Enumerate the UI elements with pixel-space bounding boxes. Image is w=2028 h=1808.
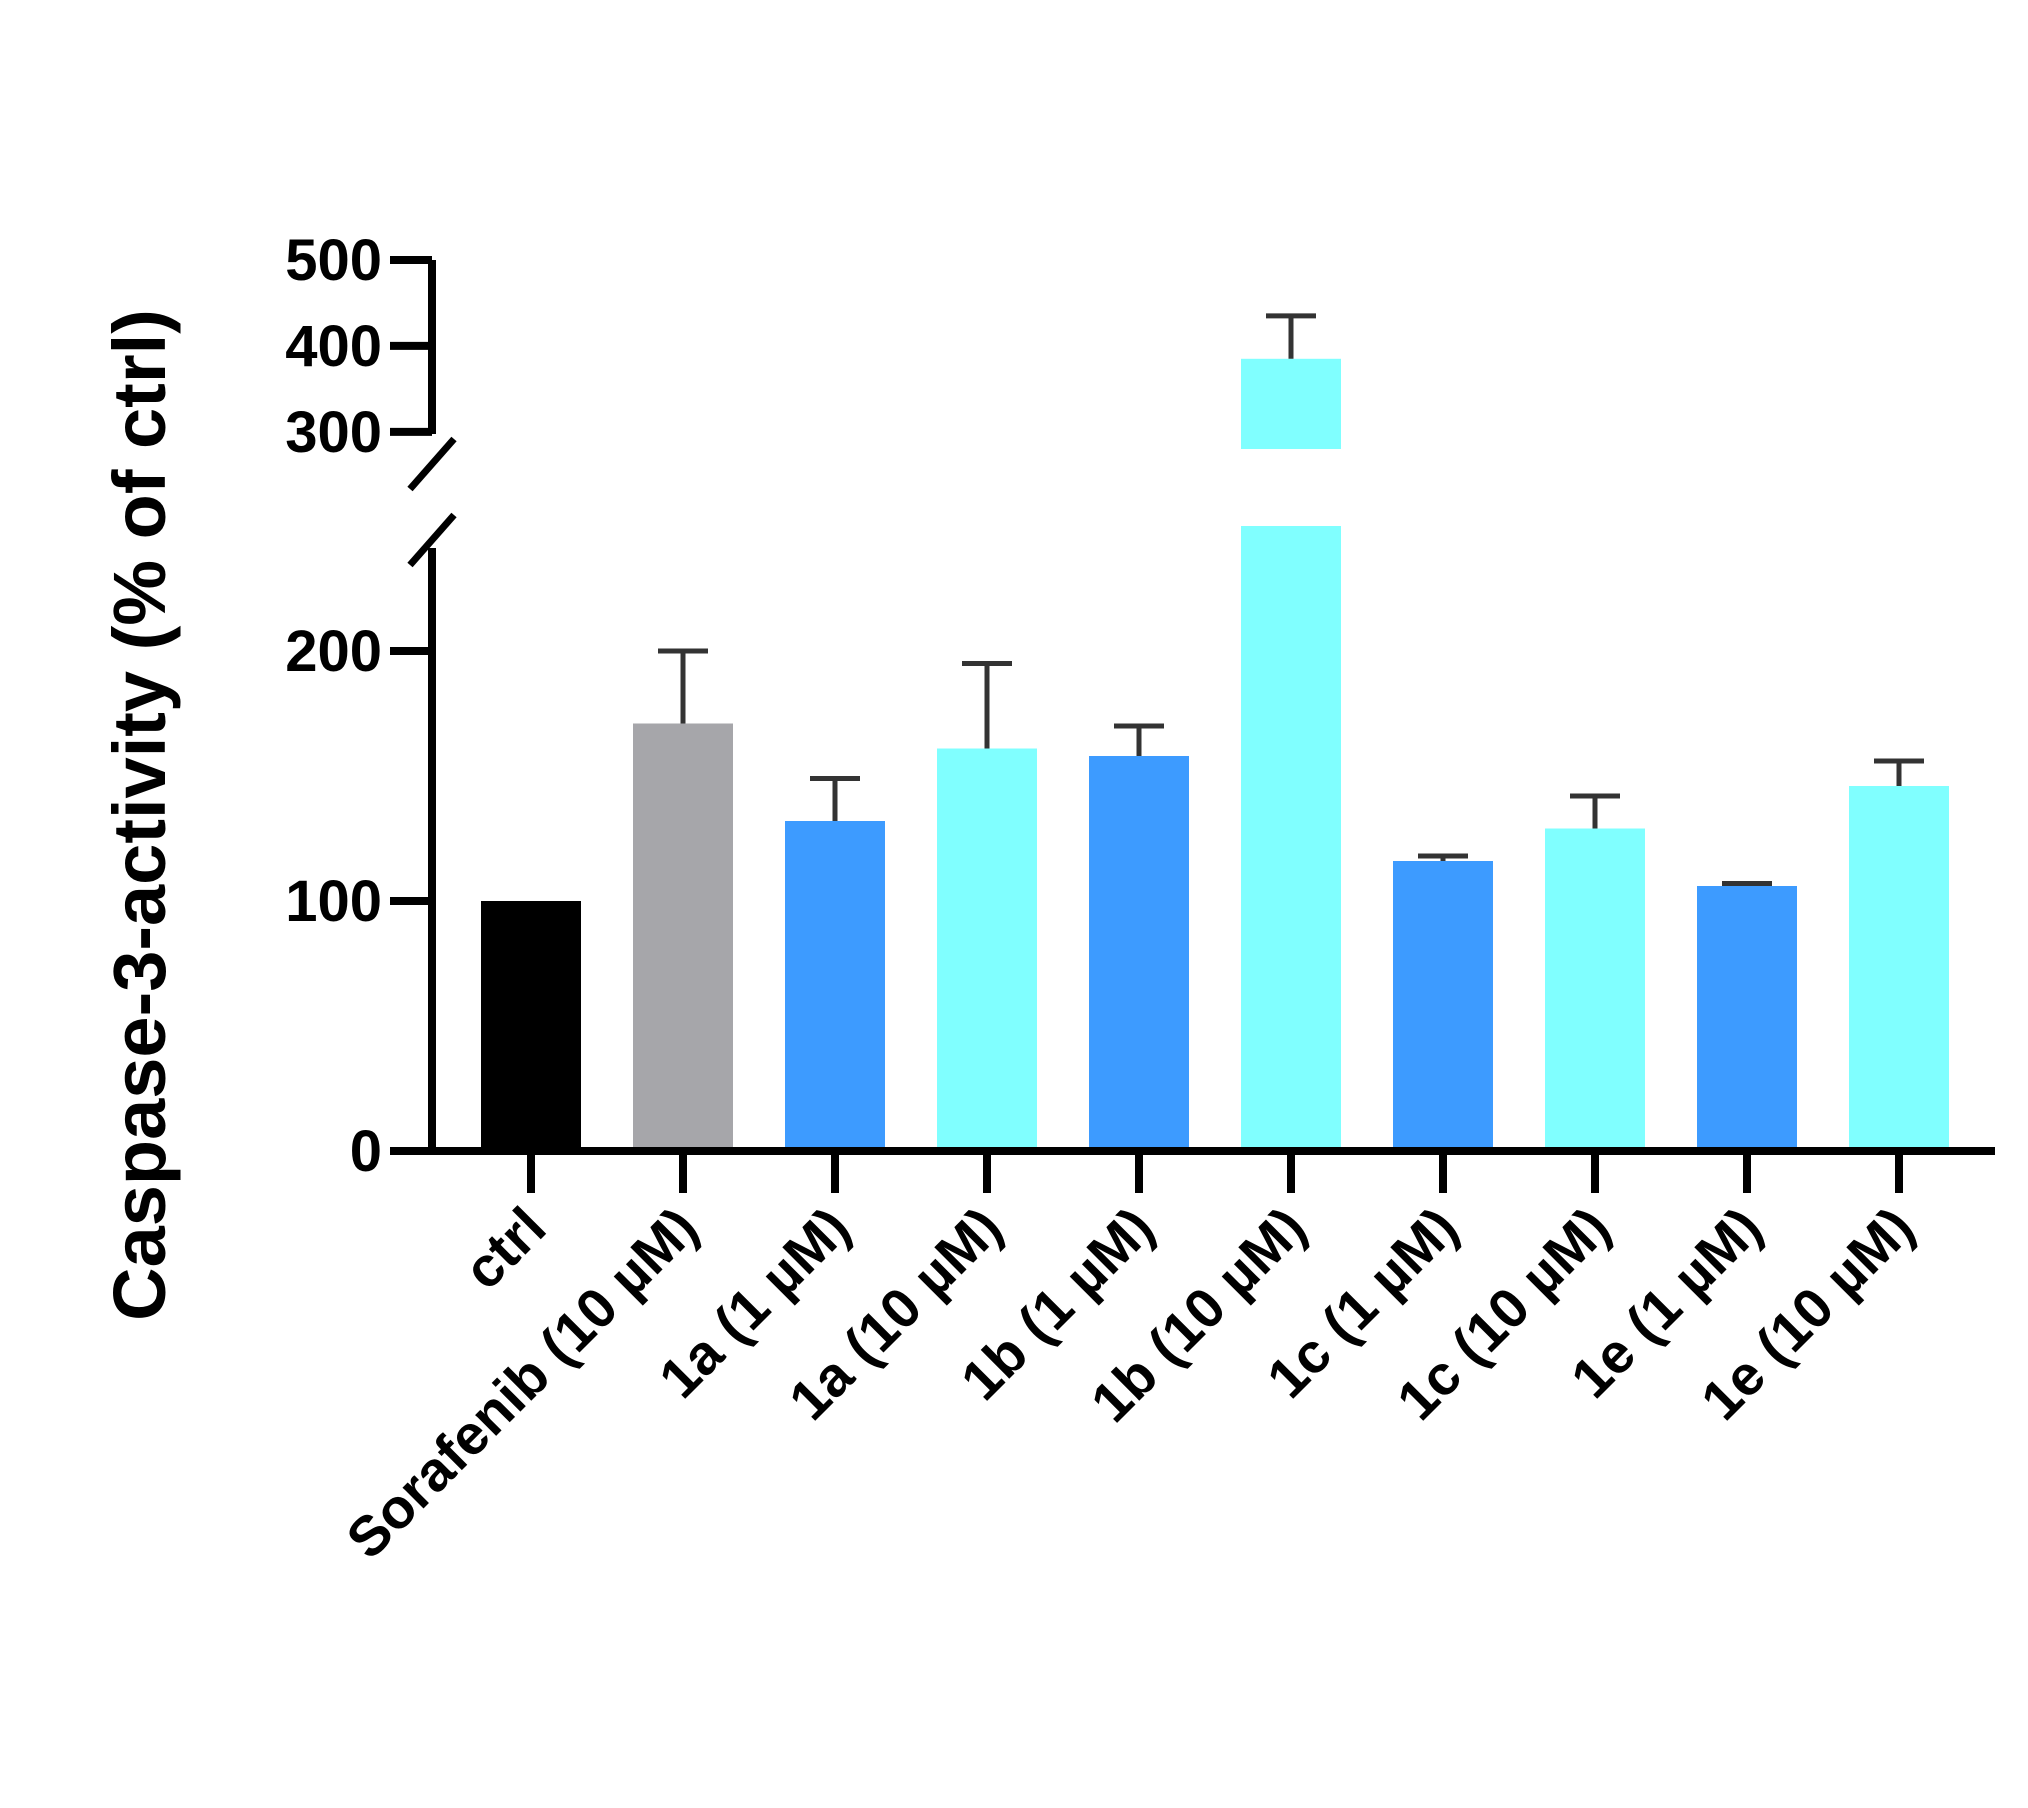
bar-3 [937, 748, 1037, 1151]
y-tick-label-0: 0 [350, 1119, 382, 1184]
bars-layer [481, 313, 1949, 1151]
bar-4 [1089, 756, 1189, 1151]
bar-8 [1697, 886, 1797, 1151]
bar-0 [481, 901, 581, 1151]
bar-1 [633, 723, 733, 1151]
y-tick-label-100: 100 [285, 869, 382, 934]
x-tick-label-0: ctrl [451, 1195, 557, 1301]
y-axis-title: Caspase-3-activity (% of ctrl) [98, 309, 181, 1321]
bar-5-lower [1241, 526, 1341, 1151]
y-tick-label-200: 200 [285, 619, 382, 684]
bar-5-upper [1241, 358, 1341, 449]
bar-2 [785, 821, 885, 1151]
y-tick-label-300: 300 [285, 400, 382, 465]
y-axis-break-lower [407, 512, 457, 568]
bar-7 [1545, 828, 1645, 1151]
bar-6 [1393, 861, 1493, 1151]
y-tick-label-400: 400 [285, 314, 382, 379]
y-tick-label-500: 500 [285, 228, 382, 293]
bar-9 [1849, 786, 1949, 1151]
y-axis-break-upper [407, 436, 457, 492]
